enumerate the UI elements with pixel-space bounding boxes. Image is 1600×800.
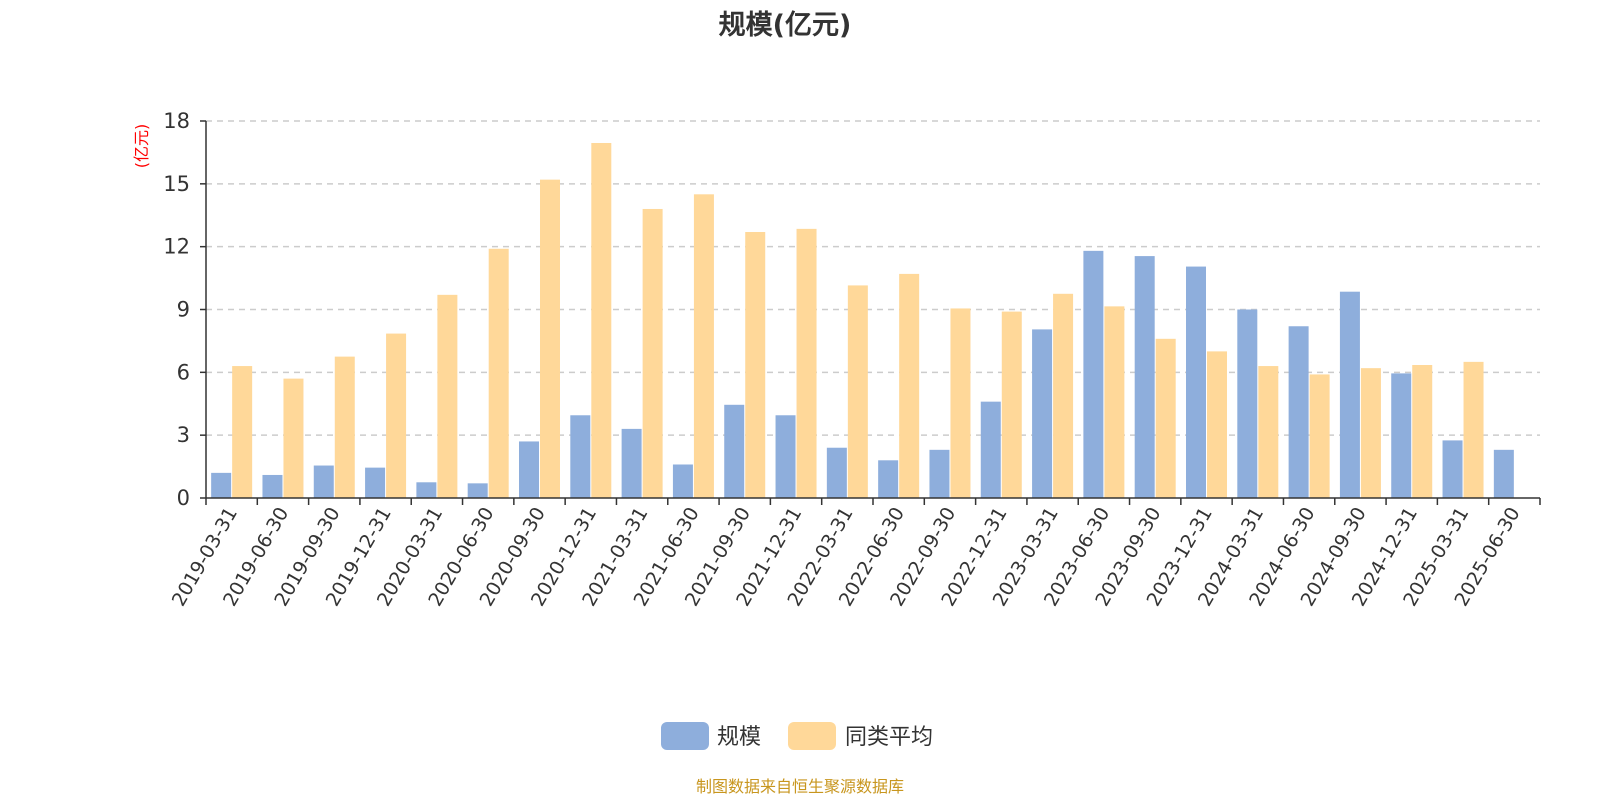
y-tick-label: 0 bbox=[177, 486, 190, 510]
bar-peer-average bbox=[386, 333, 407, 498]
bar-scale bbox=[570, 415, 591, 498]
y-axis-label: (亿元) bbox=[132, 124, 151, 169]
bar-peer-average bbox=[1001, 311, 1022, 498]
bar-scale bbox=[621, 428, 642, 498]
bar-scale bbox=[1032, 329, 1053, 498]
y-tick-label: 6 bbox=[177, 360, 190, 384]
bar-scale bbox=[672, 464, 693, 498]
bar-scale bbox=[1134, 256, 1155, 498]
bar-peer-average bbox=[1463, 361, 1484, 498]
bar-peer-average bbox=[232, 366, 253, 498]
legend-swatch-scale[interactable] bbox=[661, 722, 709, 750]
bar-scale bbox=[1083, 250, 1104, 498]
bar-scale bbox=[1237, 309, 1258, 498]
bar-peer-average bbox=[796, 228, 817, 498]
bar-peer-average bbox=[283, 378, 304, 498]
bar-scale bbox=[313, 465, 334, 498]
legend-label-scale[interactable]: 规模 bbox=[717, 725, 761, 750]
y-tick-label: 3 bbox=[177, 423, 190, 447]
bar-scale bbox=[1493, 449, 1514, 498]
bar-scale bbox=[211, 472, 232, 498]
bar-peer-average bbox=[1360, 368, 1381, 498]
bar-scale bbox=[1339, 291, 1360, 498]
bar-scale bbox=[1442, 440, 1463, 498]
bar-peer-average bbox=[1053, 293, 1074, 498]
y-tick-label: 15 bbox=[163, 172, 190, 196]
source-note: 制图数据来自恒生聚源数据库 bbox=[696, 777, 904, 796]
bar-scale bbox=[365, 467, 386, 498]
bar-peer-average bbox=[899, 273, 920, 498]
bar-peer-average bbox=[693, 194, 714, 499]
bar-scale bbox=[1391, 373, 1412, 498]
bar-peer-average bbox=[488, 248, 509, 498]
y-tick-label: 12 bbox=[163, 235, 190, 259]
bar-peer-average bbox=[334, 356, 355, 498]
bar-scale bbox=[262, 474, 283, 498]
grid bbox=[206, 120, 1540, 436]
bar-scale bbox=[467, 483, 488, 498]
bars bbox=[211, 142, 1514, 499]
y-tick-label: 9 bbox=[177, 298, 190, 322]
bar-scale bbox=[519, 441, 539, 498]
bar-scale bbox=[878, 460, 899, 498]
bar-peer-average bbox=[1412, 365, 1433, 498]
bar-peer-average bbox=[437, 294, 458, 498]
bar-peer-average bbox=[950, 308, 971, 498]
bar-scale bbox=[775, 415, 796, 498]
bar-peer-average bbox=[1309, 374, 1330, 498]
bar-peer-average bbox=[1258, 366, 1279, 498]
bar-peer-average bbox=[745, 232, 766, 498]
bar-peer-average bbox=[591, 142, 612, 498]
bar-scale bbox=[416, 482, 437, 498]
bar-scale bbox=[1288, 326, 1309, 498]
legend[interactable]: 规模 同类平均 bbox=[661, 722, 933, 750]
legend-swatch-peer-average[interactable] bbox=[788, 722, 836, 750]
bar-scale bbox=[724, 404, 745, 498]
bar-scale bbox=[929, 449, 950, 498]
bar-peer-average bbox=[540, 179, 560, 498]
bar-peer-average bbox=[1104, 306, 1125, 498]
bar-peer-average bbox=[1155, 338, 1176, 498]
y-tick-label: 18 bbox=[163, 109, 190, 133]
bar-peer-average bbox=[847, 285, 868, 498]
chart-title: 规模(亿元) bbox=[719, 10, 852, 41]
bar-scale bbox=[1186, 266, 1206, 498]
legend-label-peer-average[interactable]: 同类平均 bbox=[845, 725, 933, 750]
bar-scale bbox=[826, 447, 847, 498]
bar-peer-average bbox=[1207, 351, 1227, 498]
bar-scale bbox=[980, 401, 1001, 498]
bar-peer-average bbox=[642, 208, 663, 498]
